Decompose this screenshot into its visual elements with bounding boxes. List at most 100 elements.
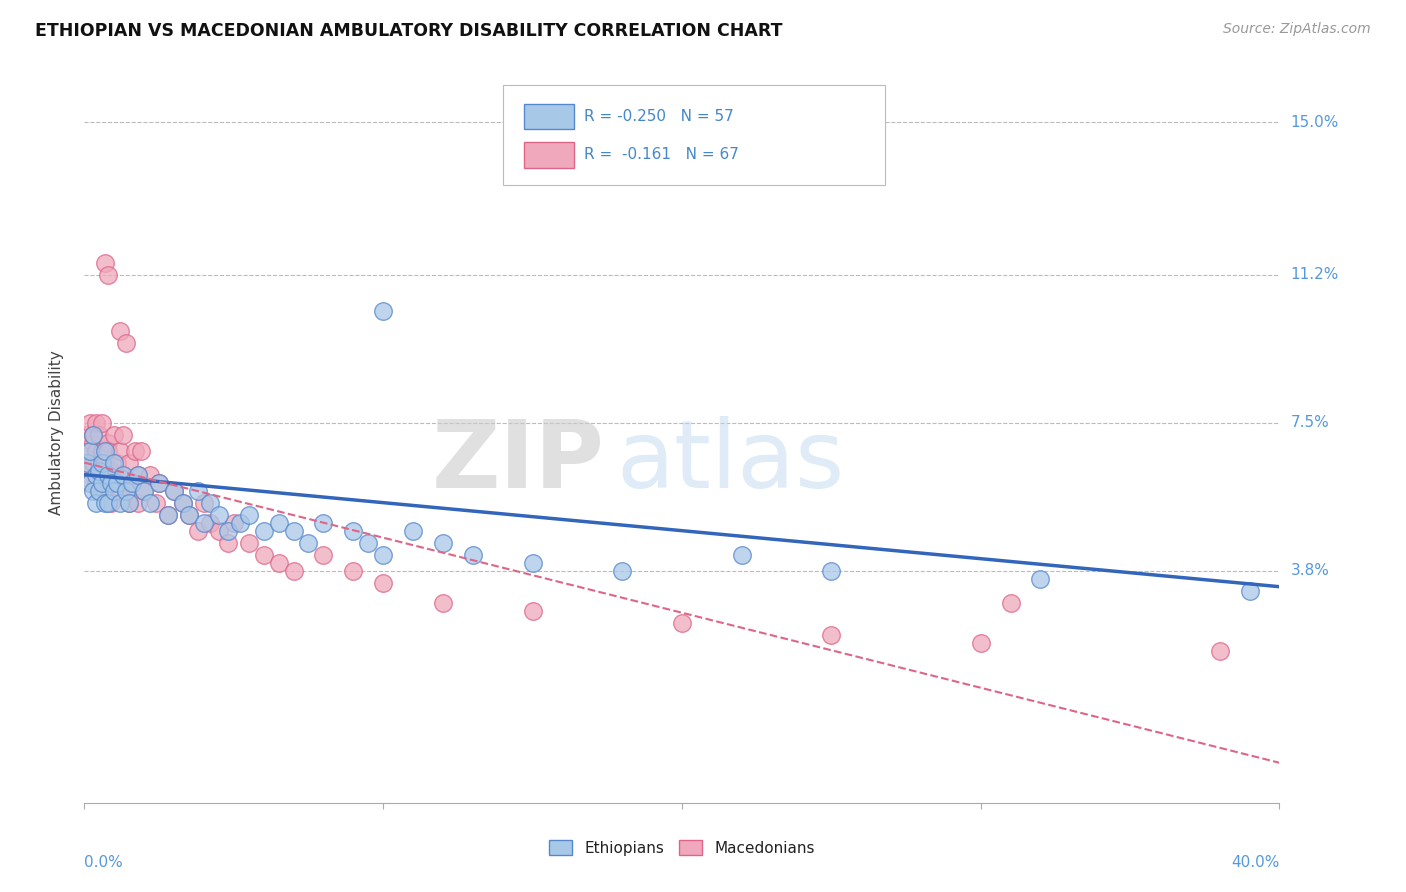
Point bbox=[97, 268, 120, 282]
Point bbox=[198, 516, 221, 530]
Point bbox=[217, 524, 239, 538]
Point bbox=[89, 456, 111, 470]
Point bbox=[79, 443, 101, 458]
Point bbox=[172, 496, 194, 510]
Point bbox=[89, 427, 111, 442]
Point bbox=[94, 483, 117, 498]
Point bbox=[970, 636, 993, 650]
Point bbox=[103, 475, 125, 490]
Point bbox=[283, 564, 305, 578]
Point bbox=[91, 475, 114, 490]
Point bbox=[373, 303, 395, 318]
Point bbox=[132, 483, 156, 498]
Point bbox=[86, 416, 108, 430]
Point bbox=[208, 508, 231, 522]
Point bbox=[312, 548, 335, 562]
Point bbox=[89, 483, 111, 498]
Point bbox=[148, 475, 170, 490]
Point bbox=[100, 475, 122, 490]
Point bbox=[110, 496, 132, 510]
Point bbox=[238, 508, 260, 522]
Point bbox=[132, 483, 156, 498]
Point bbox=[267, 556, 290, 570]
Point bbox=[82, 483, 104, 498]
Point bbox=[157, 508, 180, 522]
Point bbox=[222, 516, 245, 530]
Point bbox=[432, 535, 454, 549]
Point bbox=[1029, 572, 1052, 586]
Point bbox=[97, 435, 120, 450]
Point bbox=[312, 516, 335, 530]
Point bbox=[522, 556, 544, 570]
Point bbox=[163, 483, 186, 498]
Point bbox=[522, 604, 544, 618]
Text: R = -0.250   N = 57: R = -0.250 N = 57 bbox=[583, 109, 734, 124]
Point bbox=[1209, 644, 1232, 658]
Point bbox=[820, 628, 842, 642]
Point bbox=[118, 496, 141, 510]
Point bbox=[187, 524, 209, 538]
Point bbox=[103, 456, 125, 470]
Point bbox=[121, 475, 143, 490]
Text: 7.5%: 7.5% bbox=[1291, 415, 1329, 430]
Point bbox=[177, 508, 200, 522]
Point bbox=[76, 456, 98, 470]
Point bbox=[91, 456, 114, 470]
Point bbox=[115, 483, 138, 498]
Point bbox=[121, 475, 143, 490]
Point bbox=[373, 548, 395, 562]
Point bbox=[228, 516, 252, 530]
Point bbox=[79, 475, 101, 490]
Point bbox=[103, 427, 125, 442]
Point bbox=[103, 483, 125, 498]
Point bbox=[97, 467, 120, 482]
Point bbox=[97, 496, 120, 510]
Point bbox=[432, 596, 454, 610]
Point bbox=[115, 483, 138, 498]
Point bbox=[124, 443, 146, 458]
Point bbox=[115, 335, 138, 350]
Point bbox=[91, 443, 114, 458]
Point bbox=[82, 427, 104, 442]
Point bbox=[94, 255, 117, 269]
Point bbox=[217, 535, 239, 549]
Point bbox=[86, 443, 108, 458]
Text: atlas: atlas bbox=[616, 417, 845, 508]
Point bbox=[127, 467, 149, 482]
Point bbox=[193, 516, 215, 530]
Point bbox=[157, 508, 180, 522]
Point bbox=[86, 475, 108, 490]
Point bbox=[671, 615, 693, 630]
Point bbox=[91, 467, 114, 482]
Text: ZIP: ZIP bbox=[432, 417, 605, 508]
Point bbox=[76, 456, 98, 470]
Point bbox=[267, 516, 290, 530]
Point bbox=[110, 324, 132, 338]
Point bbox=[110, 483, 132, 498]
Point bbox=[89, 464, 111, 478]
Point bbox=[127, 467, 149, 482]
Point bbox=[97, 467, 120, 482]
Text: 40.0%: 40.0% bbox=[1232, 855, 1279, 870]
Point bbox=[187, 483, 209, 498]
Point bbox=[82, 456, 104, 470]
Point bbox=[373, 575, 395, 590]
Point bbox=[253, 524, 276, 538]
Point bbox=[76, 427, 98, 442]
Point bbox=[79, 443, 101, 458]
Point bbox=[112, 427, 135, 442]
Point bbox=[177, 508, 200, 522]
Point bbox=[193, 496, 215, 510]
Point bbox=[1000, 596, 1022, 610]
Point bbox=[118, 496, 141, 510]
Point bbox=[89, 483, 111, 498]
Text: 11.2%: 11.2% bbox=[1291, 267, 1339, 282]
Point bbox=[139, 496, 162, 510]
Legend: Ethiopians, Macedonians: Ethiopians, Macedonians bbox=[543, 834, 821, 862]
Point bbox=[163, 483, 186, 498]
Text: ETHIOPIAN VS MACEDONIAN AMBULATORY DISABILITY CORRELATION CHART: ETHIOPIAN VS MACEDONIAN AMBULATORY DISAB… bbox=[35, 22, 783, 40]
Point bbox=[731, 548, 754, 562]
Point bbox=[148, 475, 170, 490]
Point bbox=[79, 475, 101, 490]
FancyBboxPatch shape bbox=[503, 85, 886, 185]
